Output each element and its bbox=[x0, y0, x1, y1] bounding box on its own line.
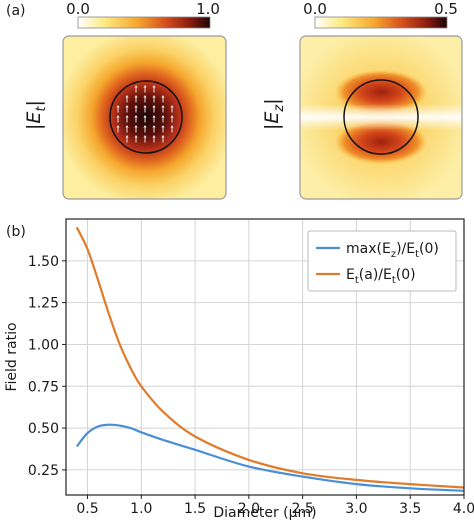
field-arrow-head bbox=[143, 105, 147, 108]
x-tick-label: 2.5 bbox=[292, 501, 314, 517]
et-field-map bbox=[62, 35, 227, 200]
x-tick-label: 2.0 bbox=[238, 501, 260, 517]
field-arrow-head bbox=[134, 85, 138, 88]
field-arrow-head bbox=[143, 135, 147, 138]
field-arrow-head bbox=[125, 125, 129, 128]
y-tick-labels: 0.25 0.50 0.75 1.00 1.25 1.50 bbox=[28, 254, 59, 479]
x-tick-label: 1.0 bbox=[130, 501, 152, 517]
legend-box bbox=[307, 230, 457, 292]
field-arrow-head bbox=[134, 125, 138, 128]
x-tick-label: 3.5 bbox=[399, 501, 421, 517]
field-arrow-head bbox=[161, 105, 165, 108]
field-arrow-head bbox=[116, 125, 120, 128]
cbar1-max-label: 1.0 bbox=[196, 0, 220, 18]
line-chart: 0.5 1.0 1.5 2.0 2.5 3.0 3.5 4.0 0.25 0.50 0.75 1.0… bbox=[28, 218, 474, 517]
x-tick-labels: 0.5 1.0 1.5 2.0 2.5 3.0 3.5 4.0 bbox=[76, 501, 474, 517]
field-arrow-head bbox=[125, 95, 129, 98]
legend-label-series-1: max(Ez)/Et(0) bbox=[346, 241, 439, 260]
field-arrow-head bbox=[143, 95, 147, 98]
field-arrow-head bbox=[170, 115, 174, 118]
fiber-boundary-et bbox=[109, 80, 183, 154]
field-arrow-head bbox=[152, 115, 156, 118]
field-arrow-head bbox=[134, 115, 138, 118]
x-tick-label: 4.0 bbox=[453, 501, 474, 517]
field-arrow-head bbox=[125, 135, 129, 138]
field-arrows bbox=[116, 85, 174, 143]
cbar1-min-label: 0.0 bbox=[66, 0, 90, 18]
ez-field-map bbox=[299, 35, 463, 200]
field-arrow-head bbox=[134, 105, 138, 108]
legend-label-series-2: Et(a)/Et(0) bbox=[346, 267, 416, 286]
grid bbox=[62, 219, 465, 499]
field-arrow-head bbox=[143, 85, 147, 88]
field-arrow-head bbox=[161, 135, 165, 138]
field-arrow-head bbox=[170, 125, 174, 128]
y-tick-label: 1.00 bbox=[28, 337, 59, 353]
fiber-boundary-ez bbox=[343, 79, 419, 155]
field-arrow-head bbox=[161, 115, 165, 118]
field-arrow-head bbox=[143, 115, 147, 118]
field-arrow-head bbox=[170, 105, 174, 108]
ez-map-ylabel: |Ez| bbox=[261, 98, 287, 130]
x-tick-label: 1.5 bbox=[184, 501, 206, 517]
field-arrow-head bbox=[116, 115, 120, 118]
cbar2-max-label: 0.5 bbox=[434, 0, 458, 18]
series-line-2 bbox=[75, 226, 465, 489]
y-tick-label: 0.25 bbox=[28, 463, 59, 479]
field-arrow-head bbox=[125, 115, 129, 118]
field-arrow-head bbox=[161, 95, 165, 98]
field-arrow-head bbox=[116, 105, 120, 108]
colorbar-et bbox=[77, 16, 211, 29]
y-axis-label: Field ratio bbox=[4, 322, 20, 391]
field-arrow-head bbox=[152, 105, 156, 108]
x-tick-label: 3.0 bbox=[345, 501, 367, 517]
x-tick-label: 0.5 bbox=[76, 501, 98, 517]
field-arrow-head bbox=[143, 125, 147, 128]
field-arrow-head bbox=[134, 135, 138, 138]
y-tick-label: 1.50 bbox=[28, 254, 59, 270]
y-tick-label: 0.75 bbox=[28, 379, 59, 395]
plot-frame bbox=[65, 218, 465, 496]
panel-b-label: (b) bbox=[6, 224, 26, 240]
legend: max(Ez)/Et(0) Et(a)/Et(0) bbox=[307, 230, 457, 292]
et-map-ylabel: |Et| bbox=[23, 100, 49, 130]
y-tick-label: 1.25 bbox=[28, 296, 59, 312]
field-arrow-head bbox=[152, 85, 156, 88]
field-arrow-head bbox=[161, 125, 165, 128]
field-arrow-head bbox=[152, 125, 156, 128]
colorbar-ez bbox=[314, 16, 448, 29]
y-tick-label: 0.50 bbox=[28, 421, 59, 437]
field-arrow-head bbox=[134, 95, 138, 98]
x-axis-label: Diameter (µm) bbox=[213, 505, 316, 521]
series-line-1 bbox=[75, 423, 465, 492]
field-arrow-head bbox=[152, 95, 156, 98]
series-lines bbox=[75, 226, 465, 492]
cbar2-min-label: 0.0 bbox=[303, 0, 327, 18]
field-arrow-head bbox=[125, 105, 129, 108]
panel-a-label: (a) bbox=[6, 3, 26, 19]
field-arrow-head bbox=[152, 135, 156, 138]
